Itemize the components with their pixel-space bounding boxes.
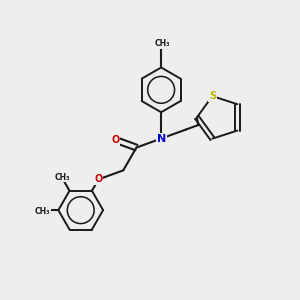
Text: O: O bbox=[94, 174, 103, 184]
Text: S: S bbox=[209, 91, 216, 101]
Text: CH₃: CH₃ bbox=[55, 172, 70, 182]
Text: N: N bbox=[157, 134, 166, 144]
Text: CH₃: CH₃ bbox=[35, 207, 50, 216]
Text: O: O bbox=[111, 135, 119, 145]
Text: CH₃: CH₃ bbox=[154, 39, 170, 48]
